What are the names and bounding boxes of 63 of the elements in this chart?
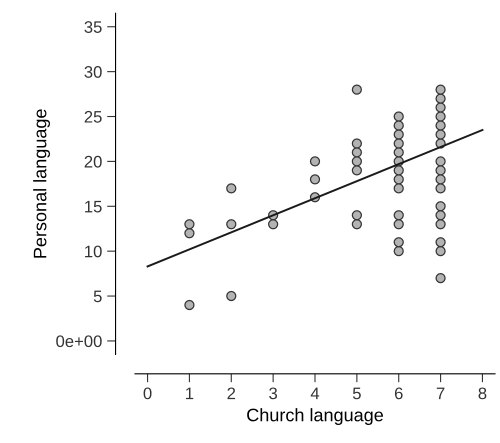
y-tick-label: 25	[84, 110, 102, 123]
x-tick-label: 4	[310, 388, 320, 400]
point	[226, 290, 236, 302]
point	[394, 165, 404, 176]
point	[435, 156, 446, 167]
point	[435, 120, 446, 131]
x-axis-title: Church language	[247, 408, 383, 425]
point	[352, 147, 362, 158]
x-tick-label: 2	[227, 387, 236, 400]
point	[435, 183, 446, 194]
point	[184, 228, 195, 238]
point	[435, 93, 446, 104]
point	[184, 219, 195, 230]
point	[435, 272, 446, 284]
point	[226, 219, 236, 230]
point	[435, 111, 446, 122]
point	[394, 210, 404, 220]
point	[394, 183, 404, 194]
point	[352, 138, 362, 149]
point	[268, 219, 278, 230]
y-tick-label: 15	[85, 200, 102, 212]
point	[435, 219, 446, 230]
y-tick-label: 0e+00	[56, 335, 102, 348]
x-tick-label: 7	[436, 388, 444, 400]
point	[394, 111, 404, 122]
point	[184, 300, 195, 310]
y-tick-label: 10	[85, 246, 102, 258]
y-tick-label: 35	[84, 21, 102, 33]
point	[352, 84, 362, 95]
point	[394, 246, 404, 256]
point	[310, 174, 320, 184]
point	[394, 237, 404, 248]
point	[394, 120, 404, 131]
x-tick-label: 3	[269, 387, 278, 400]
point	[435, 165, 446, 176]
point	[394, 129, 404, 140]
point	[352, 210, 362, 220]
x-tick-label: 5	[352, 388, 361, 400]
point	[435, 246, 446, 256]
y-tick-label: 5	[94, 290, 102, 302]
y-axis-title: Personal language	[33, 109, 50, 258]
point	[226, 183, 236, 194]
point	[394, 219, 404, 230]
point	[310, 156, 320, 167]
y-tick-label: 30	[84, 66, 102, 78]
point	[352, 165, 362, 176]
point	[435, 84, 446, 95]
point	[352, 156, 362, 167]
point	[352, 219, 362, 230]
point	[435, 174, 446, 184]
point	[435, 201, 446, 212]
point	[435, 210, 446, 220]
x-tick-label: 0	[144, 387, 152, 400]
point	[435, 237, 446, 248]
x-tick-label: 1	[186, 388, 194, 400]
point	[394, 174, 404, 184]
point	[435, 129, 446, 140]
point	[435, 102, 446, 113]
point	[394, 138, 404, 149]
y-tick-label: 20	[84, 156, 102, 168]
point	[394, 147, 404, 158]
x-tick-label: 8	[478, 387, 486, 400]
x-tick-label: 6	[394, 387, 403, 400]
